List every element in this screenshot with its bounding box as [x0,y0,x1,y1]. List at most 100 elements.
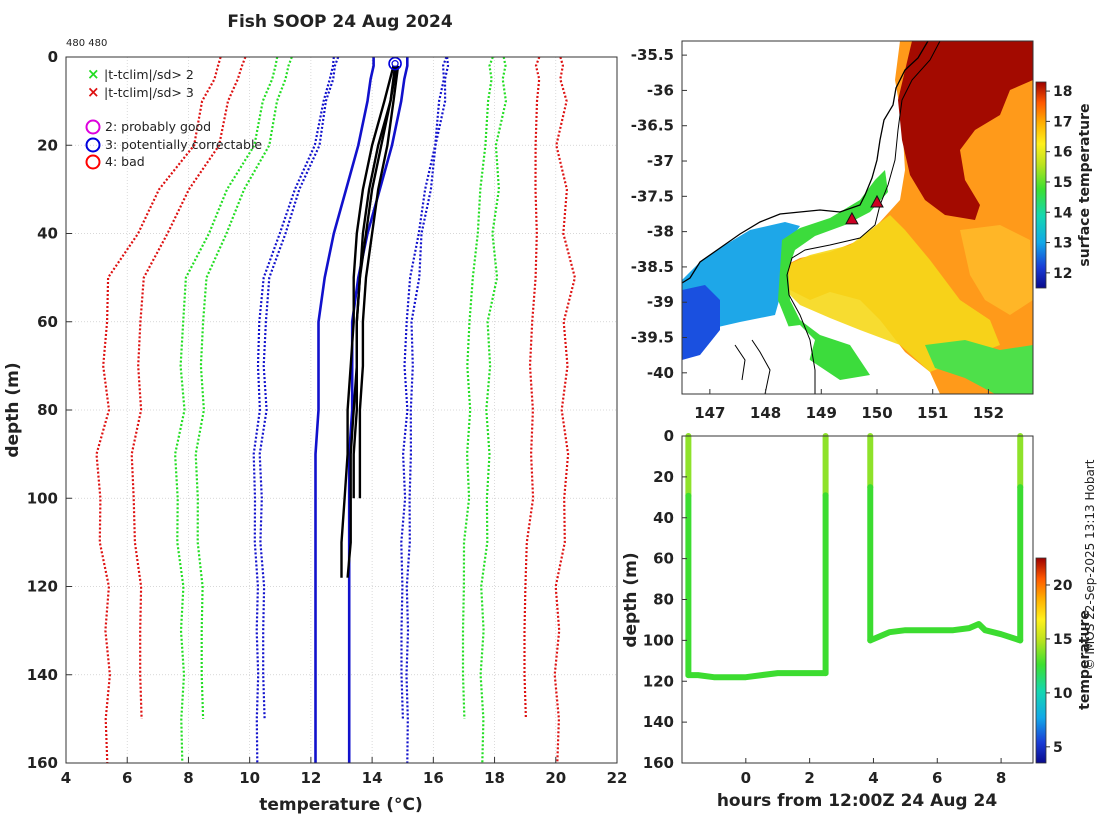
section-ylabel: depth (m) [621,552,641,647]
map-ytick-label: -39 [647,293,674,311]
legend-sd3-label: |t-tclim|/sd> 3 [104,85,194,100]
legend-sd3-marker: × [87,83,100,101]
section-xtick-label: 6 [932,769,942,787]
profile-limit-1sd-full [252,56,335,764]
temperature-colorbar-ticks: 5 10 15 20 [1046,578,1073,756]
xbt-drop-marker [870,194,884,208]
profile-drop-2 [358,65,400,499]
sst-colorbar-tick-label: 13 [1053,236,1072,252]
profile-limit-2sd-short [194,56,293,719]
section-ytick-label: 0 [664,427,674,445]
sst-colorbar-tick-label: 14 [1053,205,1073,221]
section-xtick-label: 8 [996,769,1006,787]
chart-title: Fish SOOP 24 Aug 2024 [227,12,453,32]
profile-xtick-label: 18 [484,769,505,787]
legend-q4-label: 4: bad [105,154,145,169]
temperature-colorbar-tick-label: 10 [1053,686,1073,702]
profile-xtick-label: 6 [122,769,132,787]
sst-map-panel: 147 148 149 150 151 152 -35.5 -36 -36.5 -37 -37.5 -… [631,40,1093,422]
profile-limit-3sd-full [95,56,222,764]
map-ytick-label: -37.5 [631,187,674,205]
sst-yellow-band [780,215,1000,372]
map-frame [681,40,1034,395]
map-ytick-label: -36.5 [631,117,674,135]
profile-ytick-label: 140 [27,666,58,684]
profile-limit-2sd-full [479,56,508,764]
map-ytick-label: -40 [647,364,674,382]
section-xtick-label: 4 [868,769,878,787]
legend-q3-label: 3: potentially correctable [105,137,262,152]
legend-sd2-label: |t-tclim|/sd> 2 [104,67,194,82]
profile-xtick-label: 4 [61,769,71,787]
section-ytick-label: 120 [643,672,674,690]
profile-xtick-label: 22 [607,769,628,787]
sst-cold-water [682,285,720,360]
profile-xtick-label: 16 [423,769,444,787]
section-bottom-track [867,621,1024,644]
sst-colorbar-ticks: 12 13 14 15 16 17 18 [1046,84,1073,282]
profile-ytick-label: 40 [37,225,58,243]
coastline [682,41,929,284]
profile-ylabel: depth (m) [3,362,23,457]
small-label: 480 480 [66,38,107,49]
shelf-contour [786,41,941,394]
map-ytick-label: -37 [647,152,674,170]
sst-colorbar-label: surface temperature [1077,103,1093,266]
profile-ticks: 4 6 8 10 12 14 16 18 20 22 0 20 40 60 80 100 120 140 160 [27,48,628,787]
temperature-colorbar-tick-label: 20 [1053,578,1073,594]
legend-q3-marker [85,137,101,153]
profile-ytick-label: 160 [27,754,58,772]
sst-colorbar-tick-label: 15 [1053,175,1072,191]
map-ticks: 147 148 149 150 151 152 -35.5 -36 -36.5 -37 -37.5 -… [631,46,1004,422]
sst-green-patch [925,340,1033,394]
credit-text: © IMOS 22-Sep-2025 13:13 Hobart [1083,459,1097,670]
profile-xtick-label: 8 [183,769,193,787]
profile-limit-3sd-short [523,56,541,719]
section-plot-area [682,436,1033,763]
sst-orange-eddy [960,225,1033,315]
profile-ytick-label: 60 [37,313,58,331]
map-xtick-label: 150 [861,404,892,422]
profile-panel: 4 6 8 10 12 14 16 18 20 22 0 20 40 60 80 100 120 140 160 t… [3,48,627,815]
map-ytick-label: -38.5 [631,258,674,276]
profile-limit-2sd-short [461,56,494,719]
map-xtick-label: 152 [973,404,1004,422]
profile-ytick-label: 80 [37,401,58,419]
legend-q2-marker [85,119,101,135]
xbt-drop-marker [845,211,859,225]
legend-q2-label: 2: probably good [105,119,211,134]
map-xtick-label: 148 [750,404,781,422]
temperature-colorbar-label: temperature [1077,610,1093,710]
profile-climatology-bound [314,57,375,763]
section-ytick-label: 20 [653,468,674,486]
sst-colorbar-tick-label: 16 [1053,145,1072,161]
map-ytick-label: -38 [647,223,674,241]
section-ytick-label: 60 [653,550,674,568]
map-xtick-label: 147 [694,404,725,422]
sst-colorbar [1035,81,1047,289]
temperature-colorbar [1035,557,1047,764]
profile-xtick-label: 20 [545,769,566,787]
profile-ytick-label: 0 [48,48,58,66]
sst-colorbar-tick-label: 18 [1053,84,1072,100]
map-ytick-label: -36 [647,81,674,99]
map-ytick-label: -35.5 [631,46,674,64]
profile-climatology-bound [347,57,409,763]
sst-colorbar-tick-label: 17 [1053,114,1072,130]
sst-hot-core [898,41,1033,220]
legend-q4-marker [85,154,101,170]
profile-limit-3sd-full [553,56,577,764]
section-xtick-label: 2 [804,769,814,787]
section-ytick-label: 100 [643,631,674,649]
profile-legend: × |t-tclim|/sd> 2 × |t-tclim|/sd> 3 2: p… [85,65,262,170]
section-ytick-label: 140 [643,713,674,731]
temperature-colorbar-tick-label: 5 [1053,740,1063,756]
profile-curves [95,56,577,764]
sst-nodata-patch [682,325,815,394]
profile-limit-1sd-full [405,56,450,764]
profile-limit-1sd-short [400,56,448,719]
quality-flag-marker [388,56,402,71]
section-ytick-label: 40 [653,509,674,527]
tasmania-coast [734,339,771,394]
